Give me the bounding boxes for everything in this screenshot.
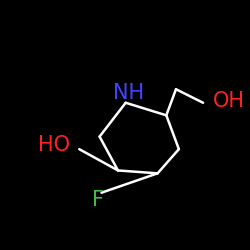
Text: NH: NH [113,83,144,103]
Text: OH: OH [213,91,245,111]
Text: HO: HO [38,135,70,155]
Text: F: F [92,190,104,210]
